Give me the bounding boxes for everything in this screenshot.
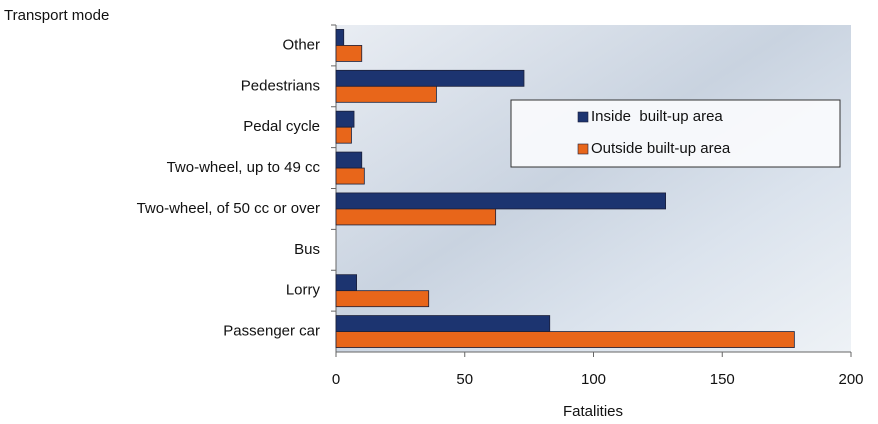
bar (336, 332, 794, 348)
legend-swatch (578, 144, 588, 154)
bar (336, 168, 364, 184)
y-tick-label: Two-wheel, of 50 cc or over (137, 200, 320, 217)
y-tick-label: Two-wheel, up to 49 cc (167, 159, 321, 176)
x-tick-label: 150 (710, 371, 735, 388)
bar (336, 316, 550, 332)
bar (336, 209, 496, 225)
y-tick-label: Passenger car (223, 323, 320, 340)
x-tick-label: 50 (456, 371, 473, 388)
y-tick-label: Lorry (286, 282, 321, 299)
bar (336, 70, 524, 86)
chart: Transport mode Fatalities 0 50 100 150 200 Ot… (0, 0, 878, 424)
legend-label: Outside built-up area (591, 140, 731, 157)
y-tick-label: Pedestrians (241, 77, 320, 94)
x-tick-label: 100 (581, 371, 606, 388)
x-tick-label: 200 (838, 371, 863, 388)
bar (336, 291, 429, 307)
bar (336, 29, 344, 45)
y-tick-label: Bus (294, 241, 320, 258)
bar (336, 86, 436, 102)
legend-swatch (578, 112, 588, 122)
bar (336, 127, 351, 143)
x-axis-label: Fatalities (563, 403, 623, 420)
legend-label: Inside built-up area (591, 108, 723, 125)
x-tick-label: 0 (332, 371, 340, 388)
y-tick-label: Other (282, 36, 320, 53)
y-tick-label: Pedal cycle (243, 118, 320, 135)
bar (336, 275, 357, 291)
bar (336, 152, 362, 168)
bar (336, 111, 354, 127)
bar (336, 45, 362, 61)
y-axis-label: Transport mode (4, 7, 109, 24)
bar (336, 193, 666, 209)
